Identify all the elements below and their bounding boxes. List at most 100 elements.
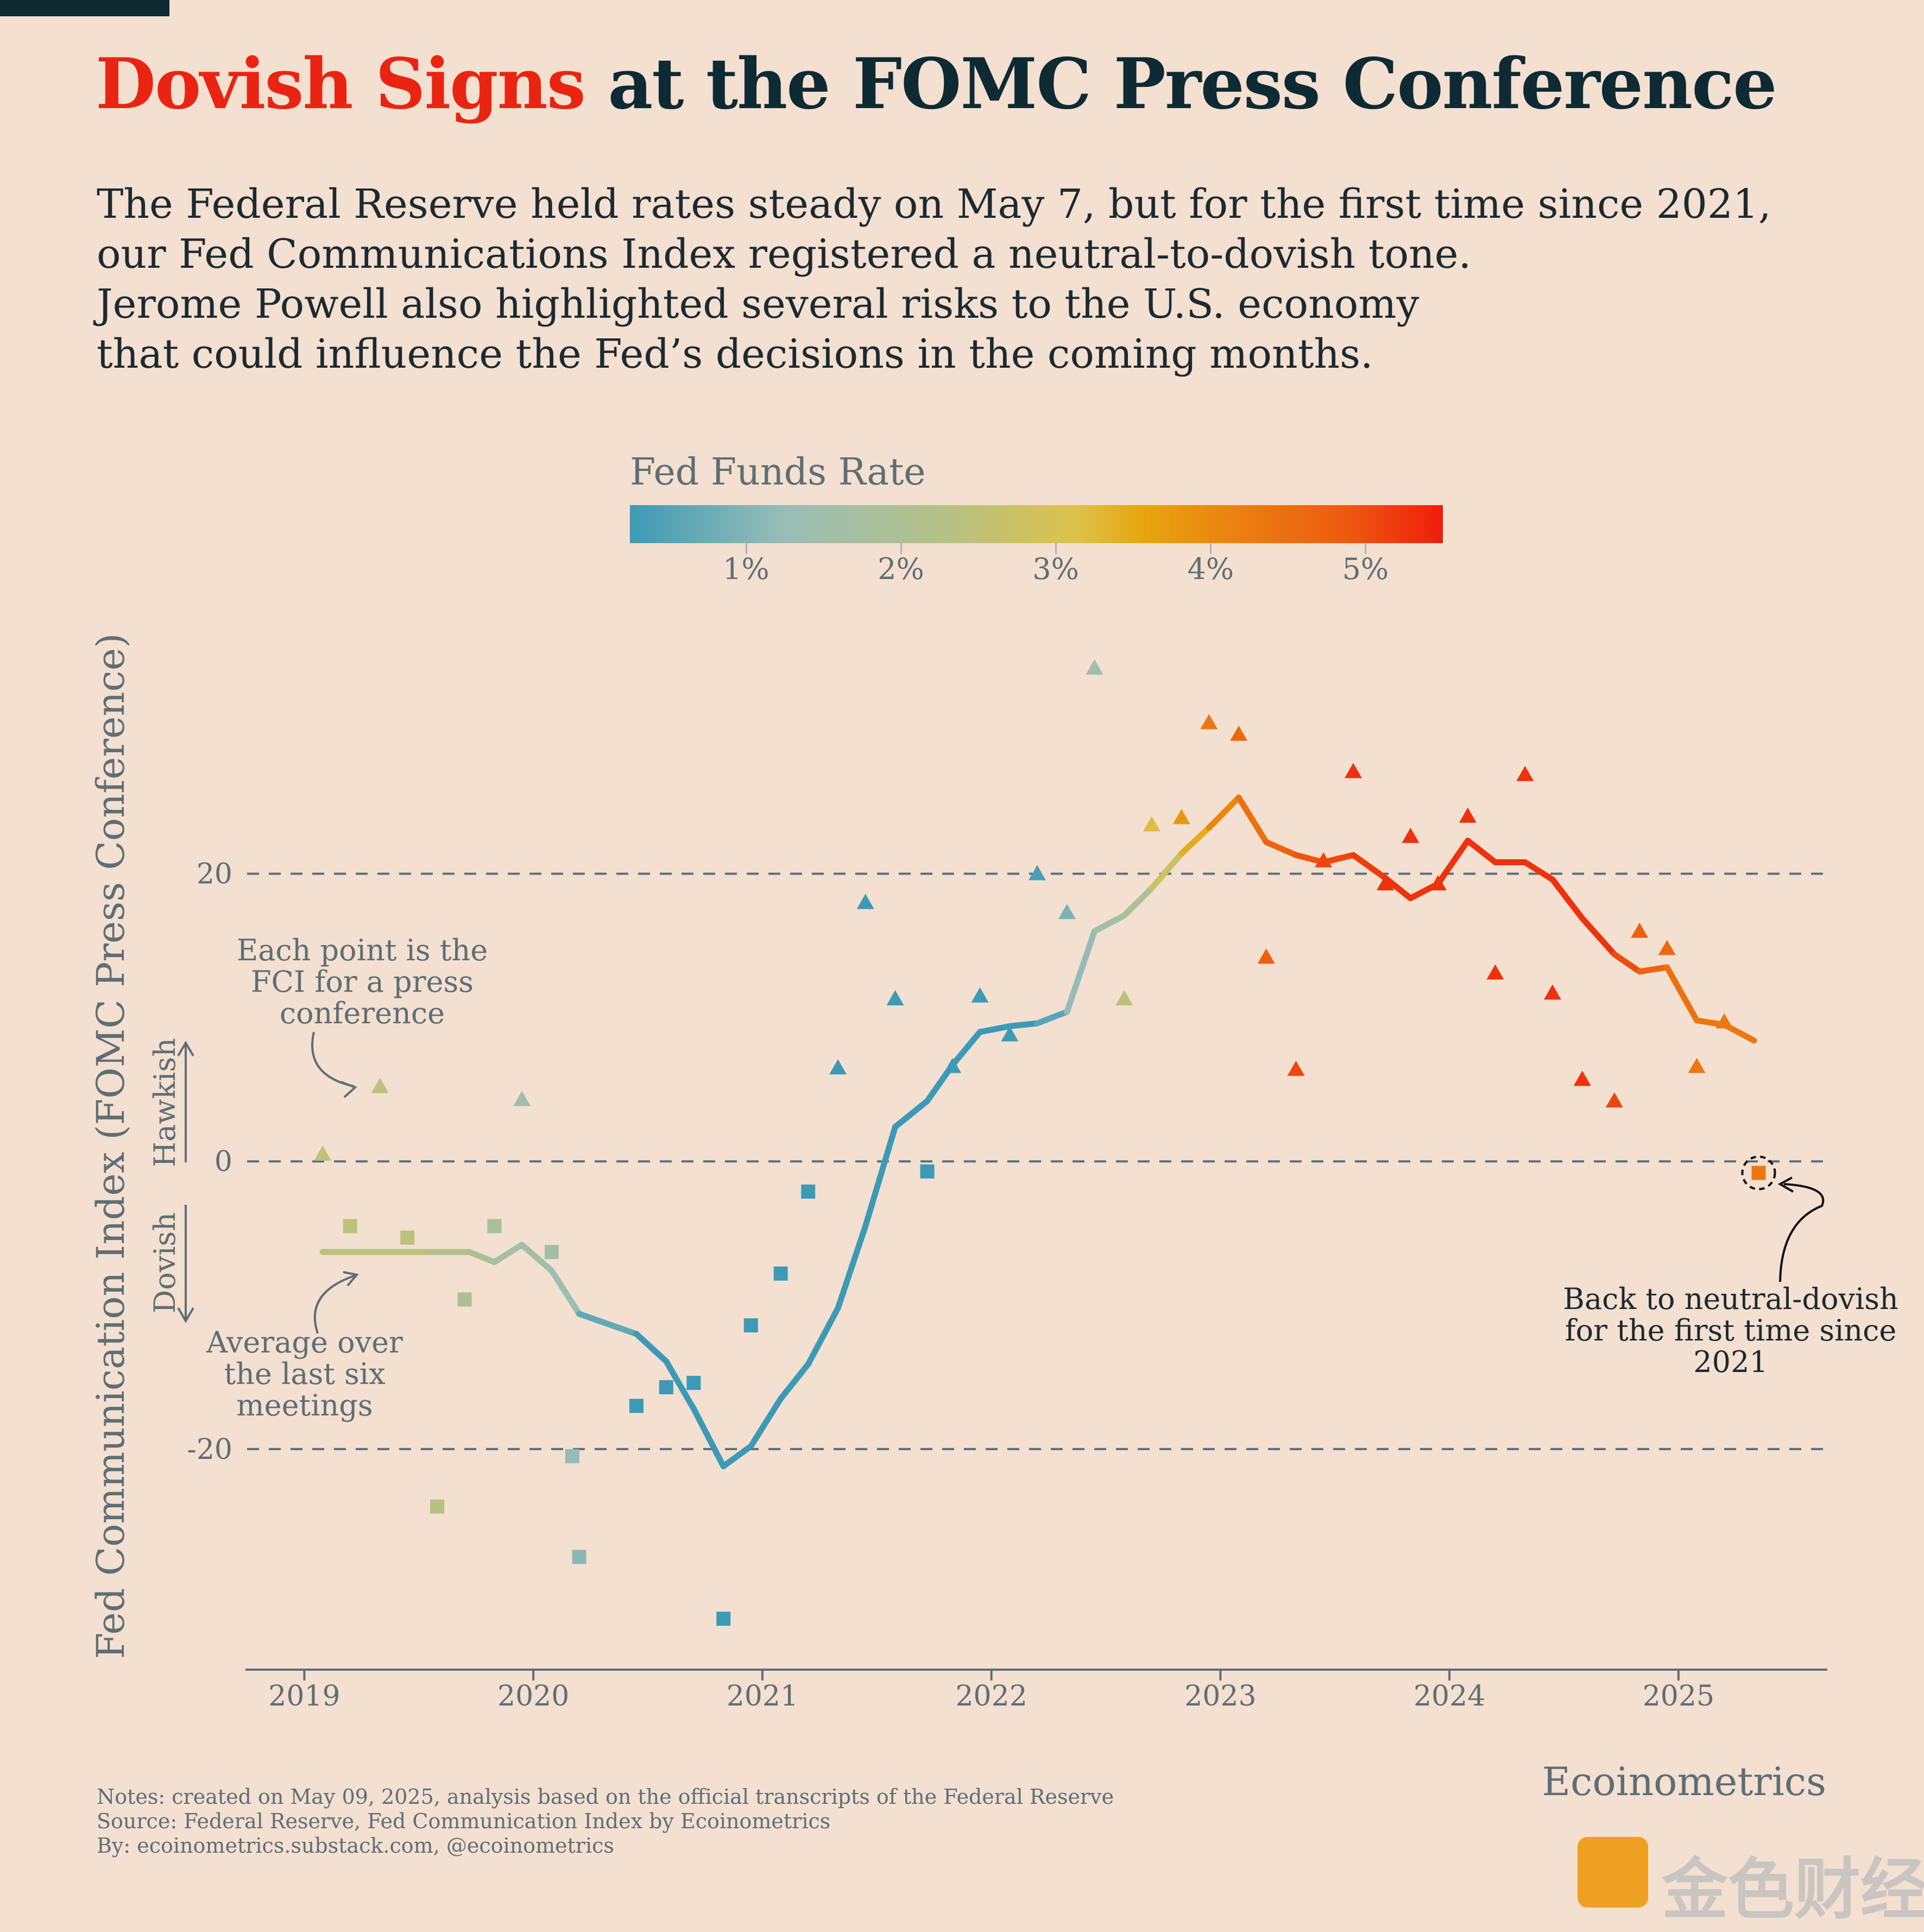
annotation-dovish-note: for the first time since <box>1565 1313 1897 1348</box>
color-legend-tick-label: 3% <box>1032 552 1079 586</box>
fci-point-square <box>487 1219 502 1234</box>
fci-point-triangle <box>943 1058 961 1073</box>
color-legend-tick <box>1365 543 1367 554</box>
fci-point-triangle <box>513 1091 531 1106</box>
fci-point-triangle <box>1172 809 1190 825</box>
dovish-label: Dovish <box>148 1212 182 1313</box>
fci-point-triangle <box>1200 714 1218 729</box>
average-line-segment <box>1064 928 1097 1015</box>
average-line-segment <box>1611 951 1643 975</box>
byline-text: By: ecoinometrics.substack.com, @ecoinom… <box>97 1834 614 1858</box>
fci-point-triangle <box>1029 865 1046 880</box>
average-line-segment <box>1149 851 1185 891</box>
y-tick-label: 20 <box>197 858 232 891</box>
subtitle-line: Jerome Powell also highlighted several r… <box>97 281 1420 328</box>
top-accent-bar <box>0 0 169 16</box>
fci-point-triangle <box>1486 964 1504 980</box>
average-line-segment <box>1382 875 1414 902</box>
annotation-arrow-icon <box>1779 1183 1825 1282</box>
fci-point-triangle <box>1516 765 1534 781</box>
average-line-segment <box>1263 839 1300 858</box>
average-line-segment <box>778 1361 811 1402</box>
color-legend-tick-label: 5% <box>1342 552 1389 586</box>
x-tick-label: 2024 <box>1414 1680 1485 1713</box>
x-tick-label: 2021 <box>727 1680 798 1713</box>
footer-notes: Notes: created on May 09, 2025, analysis… <box>97 1785 1114 1858</box>
x-tick-label: 2023 <box>1184 1680 1256 1713</box>
subtitle-line: our Fed Communications Index registered … <box>97 231 1472 278</box>
subtitle-line: that could influence the Fed’s decisions… <box>97 331 1373 377</box>
average-line-segment <box>1636 964 1670 975</box>
average-line-segment <box>1235 794 1270 845</box>
notes-text: Notes: created on May 09, 2025, analysis… <box>97 1785 1114 1809</box>
x-tick-label: 2019 <box>268 1680 340 1713</box>
fci-point-triangle <box>1631 922 1649 938</box>
fci-point-triangle <box>1402 827 1420 843</box>
average-line-segment <box>835 1223 869 1311</box>
average-line-segment <box>1350 852 1389 882</box>
fci-point-triangle <box>1315 852 1333 867</box>
chart-subtitle: The Federal Reserve held rates steady on… <box>97 179 1834 379</box>
hawkish-arrow-icon <box>177 1041 194 1162</box>
watermark-logo-icon <box>1578 1837 1648 1908</box>
average-line-segment <box>548 1267 583 1317</box>
average-line-segment <box>805 1305 841 1368</box>
average-line-segment <box>1034 1009 1070 1027</box>
fci-point-triangle <box>1688 1058 1706 1073</box>
title-rest: at the FOMC Press Conference <box>584 43 1777 125</box>
annotation-arrow-icon <box>311 1031 355 1087</box>
average-line-segment <box>690 1406 727 1470</box>
fci-point-square <box>343 1219 357 1234</box>
color-legend-tick <box>900 543 902 554</box>
source-text: Source: Federal Reserve, Fed Communicati… <box>97 1809 831 1833</box>
color-legend-bar <box>630 505 1443 543</box>
y-tick-label: 0 <box>215 1146 232 1178</box>
fci-point-triangle <box>1459 807 1477 823</box>
average-line-segment <box>1579 915 1618 958</box>
fci-point-square <box>457 1292 472 1307</box>
fci-point-triangle <box>886 990 904 1006</box>
average-line-segment <box>862 1124 899 1229</box>
fci-point-square <box>572 1550 586 1564</box>
fci-point-triangle <box>1658 940 1676 955</box>
fci-point-triangle <box>1058 904 1076 920</box>
dovish-arrow-icon <box>177 1205 194 1323</box>
color-legend-tick-label: 4% <box>1187 552 1234 586</box>
fci-point-square <box>400 1230 415 1245</box>
average-line-segment <box>1121 885 1155 918</box>
average-line-segment <box>1206 794 1242 831</box>
subtitle-line: The Federal Reserve held rates steady on… <box>97 181 1771 228</box>
color-legend-tick <box>1055 543 1057 554</box>
average-line-segment <box>1091 912 1127 935</box>
fci-point-triangle <box>1573 1071 1591 1086</box>
average-line-segment <box>466 1249 497 1266</box>
x-tick-label: 2022 <box>955 1680 1027 1713</box>
average-line-segment <box>1465 838 1498 865</box>
fci-point-triangle <box>1345 763 1362 778</box>
average-line-segment <box>1006 1020 1040 1029</box>
average-line-segment <box>633 1331 670 1364</box>
fci-point-triangle <box>1287 1060 1305 1076</box>
highlight-circle <box>1741 1155 1776 1191</box>
fci-point-square <box>430 1499 445 1514</box>
chart-title: Dovish Signs at the FOMC Press Conferenc… <box>96 43 1777 125</box>
y-tick-label: -20 <box>187 1433 232 1466</box>
fci-point-triangle <box>1001 1026 1019 1042</box>
fci-point-triangle <box>856 893 874 909</box>
average-line-segment <box>1178 825 1212 857</box>
annotation-arrow-icon <box>313 1274 356 1334</box>
title-highlight: Dovish Signs <box>96 43 586 125</box>
annotation-average-note: Average over <box>206 1325 403 1360</box>
average-line-segment <box>663 1358 697 1412</box>
brand-logo: Ecoinometrics <box>1542 1759 1826 1804</box>
color-legend-tick-label: 2% <box>878 552 924 586</box>
average-line-segment <box>519 1242 555 1274</box>
fci-point-square <box>920 1164 935 1179</box>
fci-point-square <box>801 1184 816 1199</box>
x-tick-label: 2020 <box>497 1680 569 1713</box>
average-line-segment <box>1522 859 1556 883</box>
average-line-segment <box>576 1311 640 1337</box>
color-legend-tick-label: 1% <box>723 552 769 586</box>
y-axis-title: Fed Communication Index (FOMC Press Conf… <box>89 633 133 1659</box>
